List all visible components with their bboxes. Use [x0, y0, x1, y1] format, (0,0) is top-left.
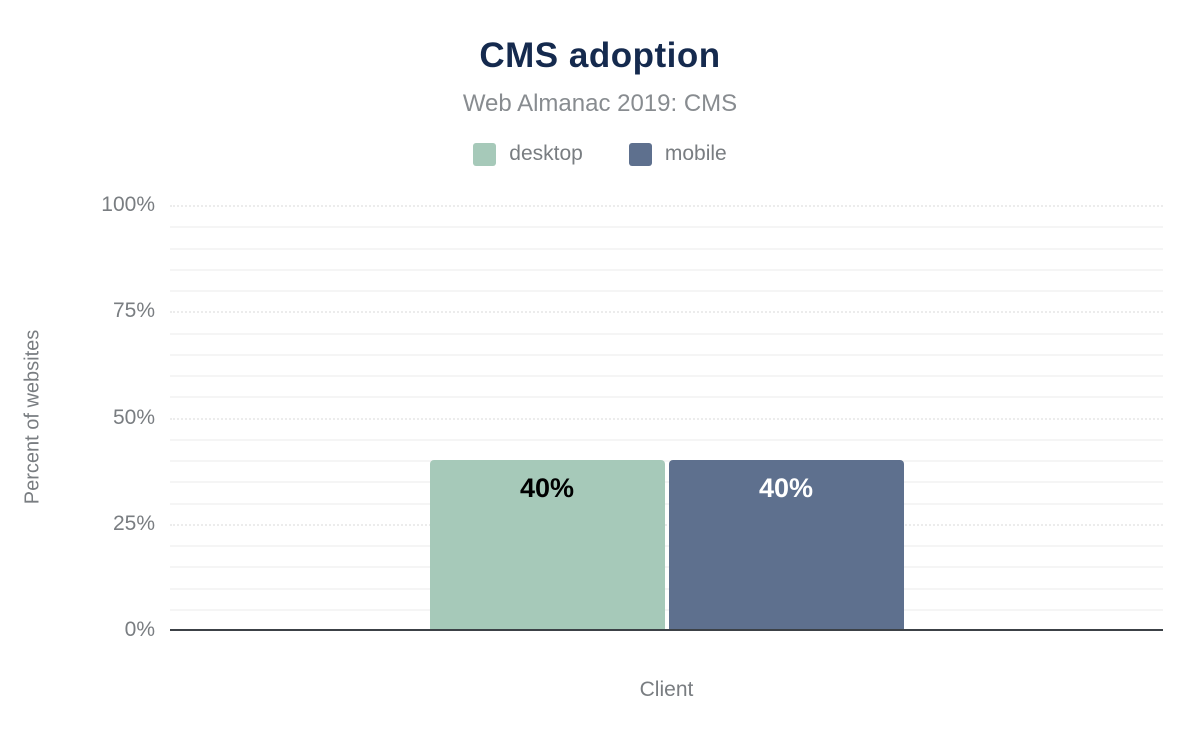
- minor-gridline: [170, 247, 1163, 250]
- y-axis-title: Percent of websites: [21, 329, 44, 505]
- major-gridline: [170, 311, 1163, 314]
- chart-subtitle: Web Almanac 2019: CMS: [462, 90, 738, 117]
- minor-gridline: [170, 268, 1163, 271]
- legend-item-mobile[interactable]: mobile: [628, 142, 727, 166]
- minor-gridline: [170, 290, 1163, 292]
- minor-gridline: [170, 608, 1163, 611]
- minor-gridline: [170, 502, 1163, 505]
- major-gridline: [170, 523, 1163, 526]
- legend-label: mobile: [664, 142, 727, 165]
- minor-gridline: [170, 481, 1163, 484]
- legend: desktop mobile: [0, 142, 1200, 166]
- y-tick-label: 50%: [112, 405, 155, 429]
- chart-title: CMS adoption: [479, 36, 721, 75]
- x-axis-line: [170, 629, 1163, 631]
- minor-gridline: [170, 353, 1163, 356]
- minor-gridline: [170, 226, 1163, 229]
- y-tick-label: 0%: [124, 618, 155, 641]
- minor-gridline: [170, 375, 1163, 377]
- minor-gridline: [170, 566, 1163, 569]
- x-axis-title: Client: [639, 678, 694, 701]
- major-gridline: [170, 205, 1163, 207]
- plot-area: 40% 40%: [170, 205, 1163, 631]
- legend-swatch-desktop: [473, 142, 497, 166]
- minor-gridline: [170, 587, 1163, 590]
- minor-gridline: [170, 332, 1163, 335]
- bar-value-label: 40%: [758, 473, 814, 503]
- y-tick-label: 100%: [101, 193, 155, 216]
- minor-gridline: [170, 460, 1163, 462]
- bar-value-label: 40%: [519, 473, 575, 503]
- y-tick-label: 75%: [112, 299, 155, 323]
- legend-item-desktop[interactable]: desktop: [473, 142, 583, 166]
- bar-mobile[interactable]: 40%: [668, 460, 904, 630]
- legend-label: desktop: [509, 142, 583, 165]
- major-gridline: [170, 417, 1163, 420]
- legend-swatch-mobile: [628, 142, 652, 166]
- minor-gridline: [170, 438, 1163, 441]
- minor-gridline: [170, 396, 1163, 399]
- bar-desktop[interactable]: 40%: [429, 460, 665, 630]
- y-tick-label: 25%: [112, 511, 155, 535]
- minor-gridline: [170, 545, 1163, 547]
